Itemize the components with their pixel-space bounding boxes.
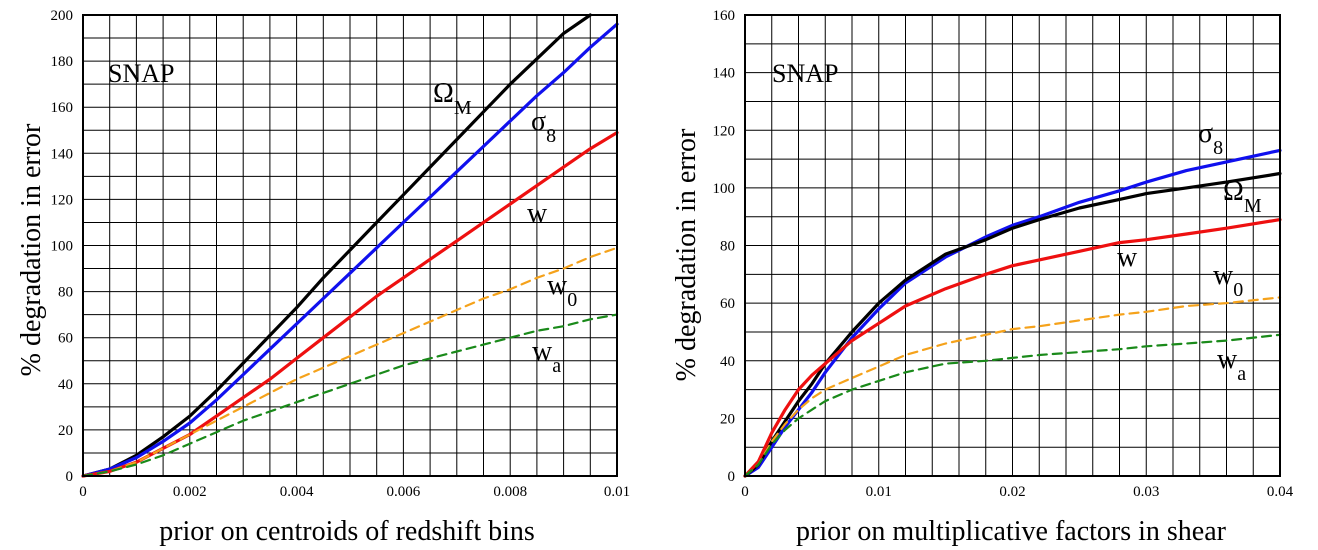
- series-line-wa: [743, 333, 1282, 478]
- series-line-w0: [81, 246, 619, 478]
- left-x-axis-label: prior on centroids of redshift bins: [159, 516, 535, 547]
- plot-frame: [82, 14, 618, 477]
- right-snap-annotation: SNAP: [772, 59, 838, 88]
- y-tick-label: 140: [713, 66, 736, 82]
- series-line-omega_m: [743, 171, 1282, 478]
- x-tick-label: 0.01: [604, 484, 630, 500]
- y-tick-label: 20: [720, 411, 735, 427]
- y-tick-label: 180: [51, 54, 74, 70]
- series-label-w: w: [1117, 242, 1138, 273]
- x-tick-label: 0: [79, 484, 87, 500]
- y-tick-label: 80: [720, 239, 735, 255]
- y-tick-label: 20: [58, 423, 73, 439]
- y-tick-label: 0: [728, 469, 736, 485]
- x-tick-label: 0.03: [1133, 484, 1159, 500]
- series-label-w0: w0: [1213, 260, 1243, 301]
- series-line-omega_m: [81, 13, 592, 478]
- series-line-sigma_8: [81, 22, 619, 478]
- y-tick-label: 100: [51, 239, 74, 255]
- series-line-sigma_8: [743, 148, 1282, 478]
- series-label-sigma_8: σ8: [1198, 118, 1223, 159]
- x-tick-label: 0.01: [866, 484, 892, 500]
- y-tick-label: 0: [66, 469, 74, 485]
- grid: [745, 15, 1280, 476]
- y-tick-label: 80: [58, 285, 73, 301]
- series-line-wa: [81, 313, 619, 478]
- y-tick-label: 60: [58, 331, 73, 347]
- y-tick-label: 160: [51, 100, 74, 116]
- left-chart-panel: % degradation in error prior on centroid…: [16, 8, 630, 547]
- y-tick-label: 200: [51, 8, 74, 24]
- x-tick-label: 0.04: [1267, 484, 1294, 500]
- x-tick-label: 0.008: [493, 484, 527, 500]
- right-chart-panel: % degradation in error prior on multipli…: [671, 8, 1294, 547]
- series-label-wa: wa: [1217, 344, 1246, 385]
- y-tick-label: 120: [713, 123, 736, 139]
- series-label-omega_m: ΩM: [433, 78, 472, 119]
- x-tick-label: 0.02: [999, 484, 1025, 500]
- y-tick-label: 140: [51, 146, 74, 162]
- grid: [83, 15, 617, 476]
- x-tick-label: 0.006: [387, 484, 421, 500]
- y-tick-label: 40: [58, 377, 73, 393]
- series-label-w0: w0: [547, 270, 577, 311]
- left-y-axis-label: % degradation in error: [16, 123, 47, 376]
- plot-frame: [744, 14, 1281, 477]
- y-tick-label: 40: [720, 354, 735, 370]
- series-line-w: [743, 218, 1282, 478]
- y-tick-label: 100: [713, 181, 736, 197]
- y-tick-label: 60: [720, 296, 735, 312]
- right-x-axis-label: prior on multiplicative factors in shear: [796, 516, 1227, 547]
- series-label-omega_m: ΩM: [1223, 176, 1262, 217]
- right-y-axis-label: % degradation in error: [671, 128, 702, 381]
- x-tick-label: 0: [741, 484, 749, 500]
- series-label-w: w: [527, 198, 548, 229]
- x-tick-label: 0.002: [173, 484, 207, 500]
- series-label-wa: wa: [532, 336, 561, 377]
- series-label-sigma_8: σ8: [531, 106, 556, 147]
- y-tick-label: 120: [51, 192, 74, 208]
- series-line-w0: [743, 296, 1282, 478]
- y-tick-label: 160: [713, 8, 736, 24]
- x-tick-label: 0.004: [280, 484, 314, 500]
